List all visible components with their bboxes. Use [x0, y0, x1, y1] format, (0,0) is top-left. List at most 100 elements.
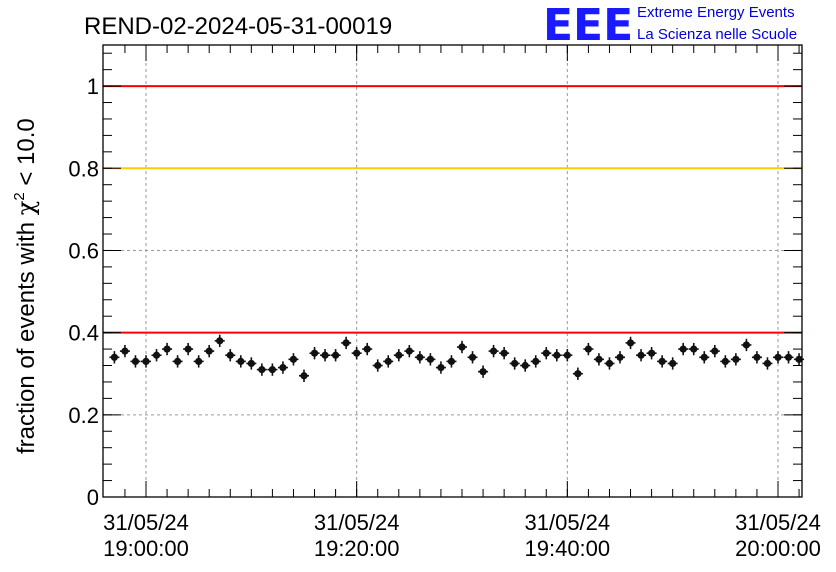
marker: [742, 341, 751, 349]
y-axis-label-sup: 2: [11, 192, 28, 200]
marker: [648, 349, 656, 357]
y-tick-label: 0.4: [68, 321, 99, 346]
data-point: [572, 367, 583, 380]
data-point: [193, 355, 204, 368]
data-point: [467, 351, 478, 364]
marker: [721, 357, 729, 365]
data-point: [204, 344, 215, 358]
data-point: [141, 355, 151, 368]
marker: [374, 361, 382, 370]
x-tick-label-time: 19:40:00: [525, 536, 611, 561]
x-tick-label-time: 19:20:00: [314, 536, 400, 561]
plot-frame: [102, 44, 803, 498]
marker: [279, 363, 287, 372]
marker: [174, 357, 182, 365]
data-point: [109, 351, 120, 364]
data-point: [341, 336, 352, 350]
marker: [584, 345, 593, 353]
data-point: [435, 361, 446, 374]
chart-title: REND-02-2024-05-31-00019: [84, 13, 392, 40]
marker: [774, 353, 782, 361]
x-tick-label-date: 31/05/24: [525, 510, 611, 535]
data-point: [393, 349, 404, 362]
axes: [102, 44, 803, 498]
data-point: [562, 349, 573, 362]
marker: [532, 357, 540, 365]
logo-line-1: Extreme Energy Events: [637, 4, 795, 21]
marker: [321, 351, 329, 359]
data-point: [225, 349, 236, 362]
data-point: [172, 355, 183, 368]
marker: [384, 357, 392, 365]
marker: [131, 357, 140, 365]
logo-line-2: La Scienza nelle Scuole: [637, 26, 797, 43]
data-point: [404, 344, 415, 358]
y-axis-label-symbol: χ: [12, 200, 40, 215]
marker: [258, 366, 266, 374]
marker: [690, 345, 698, 353]
y-axis-label: fraction of events with χ2 < 10.0: [11, 118, 40, 454]
data-point: [773, 351, 783, 364]
marker: [490, 347, 498, 355]
marker: [468, 353, 477, 361]
y-tick-labels: 0 0.2 0.4 0.6 0.8 1: [68, 74, 99, 510]
grid-lines: [103, 45, 802, 497]
x-tick-label-time: 19:00:00: [103, 536, 189, 561]
marker: [426, 355, 434, 363]
marker: [289, 355, 298, 363]
data-point: [383, 355, 394, 368]
data-point: [320, 349, 331, 362]
marker: [184, 345, 192, 353]
data-point: [362, 342, 373, 356]
data-point: [741, 338, 752, 352]
marker: [437, 363, 445, 372]
marker: [142, 357, 150, 365]
data-point: [425, 353, 436, 366]
x-tick-label-time: 20:00:00: [735, 536, 821, 561]
reference-lines: [103, 85, 802, 334]
marker: [205, 347, 213, 355]
data-point: [299, 369, 309, 382]
marker: [247, 359, 255, 368]
marker: [237, 357, 245, 365]
data-point: [699, 351, 710, 364]
marker: [669, 359, 677, 368]
data-point: [667, 357, 678, 370]
data-point: [130, 355, 141, 368]
marker: [679, 345, 687, 353]
marker: [700, 353, 708, 361]
marker: [553, 351, 561, 359]
marker: [637, 351, 645, 359]
data-point: [414, 351, 425, 364]
data-point: [509, 357, 520, 370]
data-point: [183, 342, 194, 356]
logo-mark: EEE: [543, 0, 633, 51]
data-point: [593, 353, 604, 366]
marker: [395, 351, 403, 359]
marker: [152, 351, 161, 359]
y-tick-label: 0.2: [68, 403, 99, 428]
data-point: [604, 357, 615, 370]
data-point: [330, 349, 341, 362]
data-point: [783, 351, 794, 364]
data-point: [530, 355, 541, 368]
data-point: [541, 347, 552, 360]
data-point: [277, 361, 288, 374]
data-point: [762, 357, 773, 370]
marker: [521, 361, 529, 370]
marker: [616, 353, 624, 361]
x-tick-label-date: 31/05/24: [314, 510, 400, 535]
data-point: [625, 336, 636, 350]
data-point: [615, 351, 625, 364]
marker: [753, 353, 761, 361]
data-point: [688, 342, 699, 356]
marker: [795, 355, 803, 363]
marker: [110, 353, 118, 361]
eee-logo: EEE Extreme Energy Events La Scienza nel…: [543, 0, 797, 51]
data-point: [119, 344, 130, 358]
x-tick-label-date: 31/05/24: [735, 510, 821, 535]
y-axis-label-suffix: < 10.0: [13, 118, 40, 192]
marker: [121, 347, 129, 355]
marker: [784, 353, 793, 361]
